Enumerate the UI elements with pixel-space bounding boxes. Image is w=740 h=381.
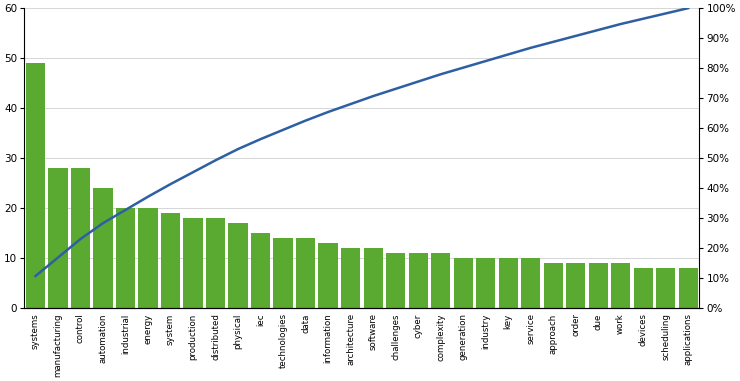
Bar bbox=[363, 248, 383, 309]
Bar bbox=[274, 239, 292, 309]
Bar bbox=[566, 263, 585, 309]
Bar bbox=[318, 243, 337, 309]
Bar bbox=[251, 234, 270, 309]
Bar bbox=[431, 253, 450, 309]
Bar bbox=[476, 258, 495, 309]
Bar bbox=[544, 263, 562, 309]
Bar bbox=[206, 218, 225, 309]
Bar bbox=[229, 223, 248, 309]
Bar bbox=[633, 269, 653, 309]
Bar bbox=[26, 63, 45, 309]
Bar bbox=[499, 258, 518, 309]
Bar bbox=[408, 253, 428, 309]
Bar bbox=[679, 269, 698, 309]
Bar bbox=[161, 213, 180, 309]
Bar bbox=[521, 258, 540, 309]
Bar bbox=[656, 269, 675, 309]
Bar bbox=[93, 188, 112, 309]
Bar bbox=[611, 263, 630, 309]
Bar bbox=[588, 263, 608, 309]
Bar bbox=[116, 208, 135, 309]
Bar bbox=[341, 248, 360, 309]
Bar bbox=[48, 168, 67, 309]
Bar bbox=[386, 253, 405, 309]
Bar bbox=[138, 208, 158, 309]
Bar bbox=[296, 239, 315, 309]
Bar bbox=[454, 258, 473, 309]
Bar bbox=[184, 218, 203, 309]
Bar bbox=[71, 168, 90, 309]
